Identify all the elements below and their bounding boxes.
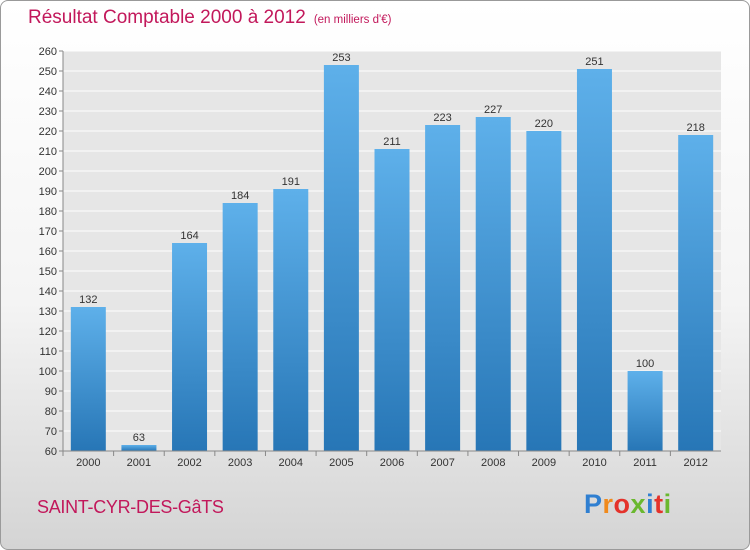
y-tick-label: 200 [39, 166, 57, 178]
data-label: 164 [180, 230, 198, 242]
y-tick-label: 240 [39, 86, 57, 98]
y-tick-label: 130 [39, 306, 57, 318]
logo-letter: P [584, 489, 603, 519]
y-tick-label: 160 [39, 246, 57, 258]
data-label: 227 [484, 104, 502, 116]
x-tick-label: 2005 [329, 457, 353, 469]
logo-letter: o [613, 489, 631, 519]
x-tick-label: 2002 [177, 457, 201, 469]
data-label: 223 [433, 112, 451, 124]
y-tick-label: 210 [39, 146, 57, 158]
data-label: 63 [133, 432, 145, 444]
logo-letter: i [663, 489, 672, 519]
y-axis-ticks: 60 70 80 90 100 110 120 130 140 150 160 170 180 190 20… [39, 46, 63, 458]
commune-name: SAINT-CYR-DES-GâTS [37, 497, 224, 517]
bar-2004 [273, 189, 309, 451]
logo-letter: r [602, 489, 614, 519]
x-axis-ticks: 2000 2001 2002 2003 2004 2005 2006 2007 2008 2009… [62, 451, 708, 469]
bar-2005 [323, 65, 359, 451]
x-tick-label: 2008 [481, 457, 505, 469]
y-tick-label: 170 [39, 226, 57, 238]
y-tick-label: 220 [39, 126, 57, 138]
y-tick-label: 230 [39, 106, 57, 118]
x-tick-label: 2010 [582, 457, 606, 469]
x-tick-label: 2011 [633, 457, 657, 469]
y-tick-label: 190 [39, 186, 57, 198]
x-tick-label: 2000 [76, 457, 100, 469]
bar-2000 [70, 307, 106, 451]
data-label: 191 [282, 176, 300, 188]
y-tick-label: 80 [45, 406, 57, 418]
y-tick-label: 70 [45, 426, 57, 438]
bar-2007 [425, 125, 461, 451]
bar-2001 [121, 445, 157, 451]
x-tick-label: 2007 [430, 457, 454, 469]
y-tick-label: 250 [39, 66, 57, 78]
bar-2006 [374, 149, 410, 451]
y-tick-label: 150 [39, 266, 57, 278]
chart-title: Résultat Comptable 2000 à 2012 [28, 7, 306, 28]
x-tick-label: 2001 [127, 457, 151, 469]
bar-2010 [576, 69, 612, 451]
logo-letter: i [646, 489, 655, 519]
y-tick-label: 110 [39, 346, 57, 358]
data-label: 100 [636, 358, 654, 370]
chart-title-row: Résultat Comptable 2000 à 2012 (en millie… [28, 7, 391, 29]
logo-letter: t [654, 489, 664, 519]
chart-subtitle: (en milliers d'€) [313, 14, 392, 26]
y-tick-label: 120 [39, 326, 57, 338]
x-tick-label: 2003 [228, 457, 252, 469]
y-tick-label: 100 [39, 366, 57, 378]
x-tick-label: 2006 [380, 457, 404, 469]
data-label: 184 [231, 190, 249, 202]
bar-2008 [475, 117, 511, 451]
bars: 132 63 164 184 191 253 211 223 227 220 251 100 218 [70, 52, 714, 451]
y-tick-label: 90 [45, 386, 57, 398]
y-tick-label: 140 [39, 286, 57, 298]
x-tick-label: 2004 [279, 457, 303, 469]
bar-2012 [678, 135, 714, 451]
y-tick-label: 180 [39, 206, 57, 218]
x-tick-label: 2009 [532, 457, 556, 469]
bar-2002 [172, 243, 208, 451]
proxiti-logo[interactable]: Proxiti [584, 489, 672, 520]
data-label: 211 [383, 136, 401, 148]
data-label: 220 [535, 118, 553, 130]
y-tick-label: 60 [45, 446, 57, 458]
bar-2009 [526, 131, 562, 451]
bar-2011 [627, 371, 663, 451]
logo-letter: x [630, 489, 647, 519]
x-tick-label: 2012 [683, 457, 707, 469]
data-label: 253 [332, 52, 350, 64]
data-label: 132 [79, 294, 97, 306]
data-label: 251 [585, 56, 603, 68]
bar-2003 [222, 203, 258, 451]
data-label: 218 [687, 122, 705, 134]
y-tick-label: 260 [39, 46, 57, 58]
